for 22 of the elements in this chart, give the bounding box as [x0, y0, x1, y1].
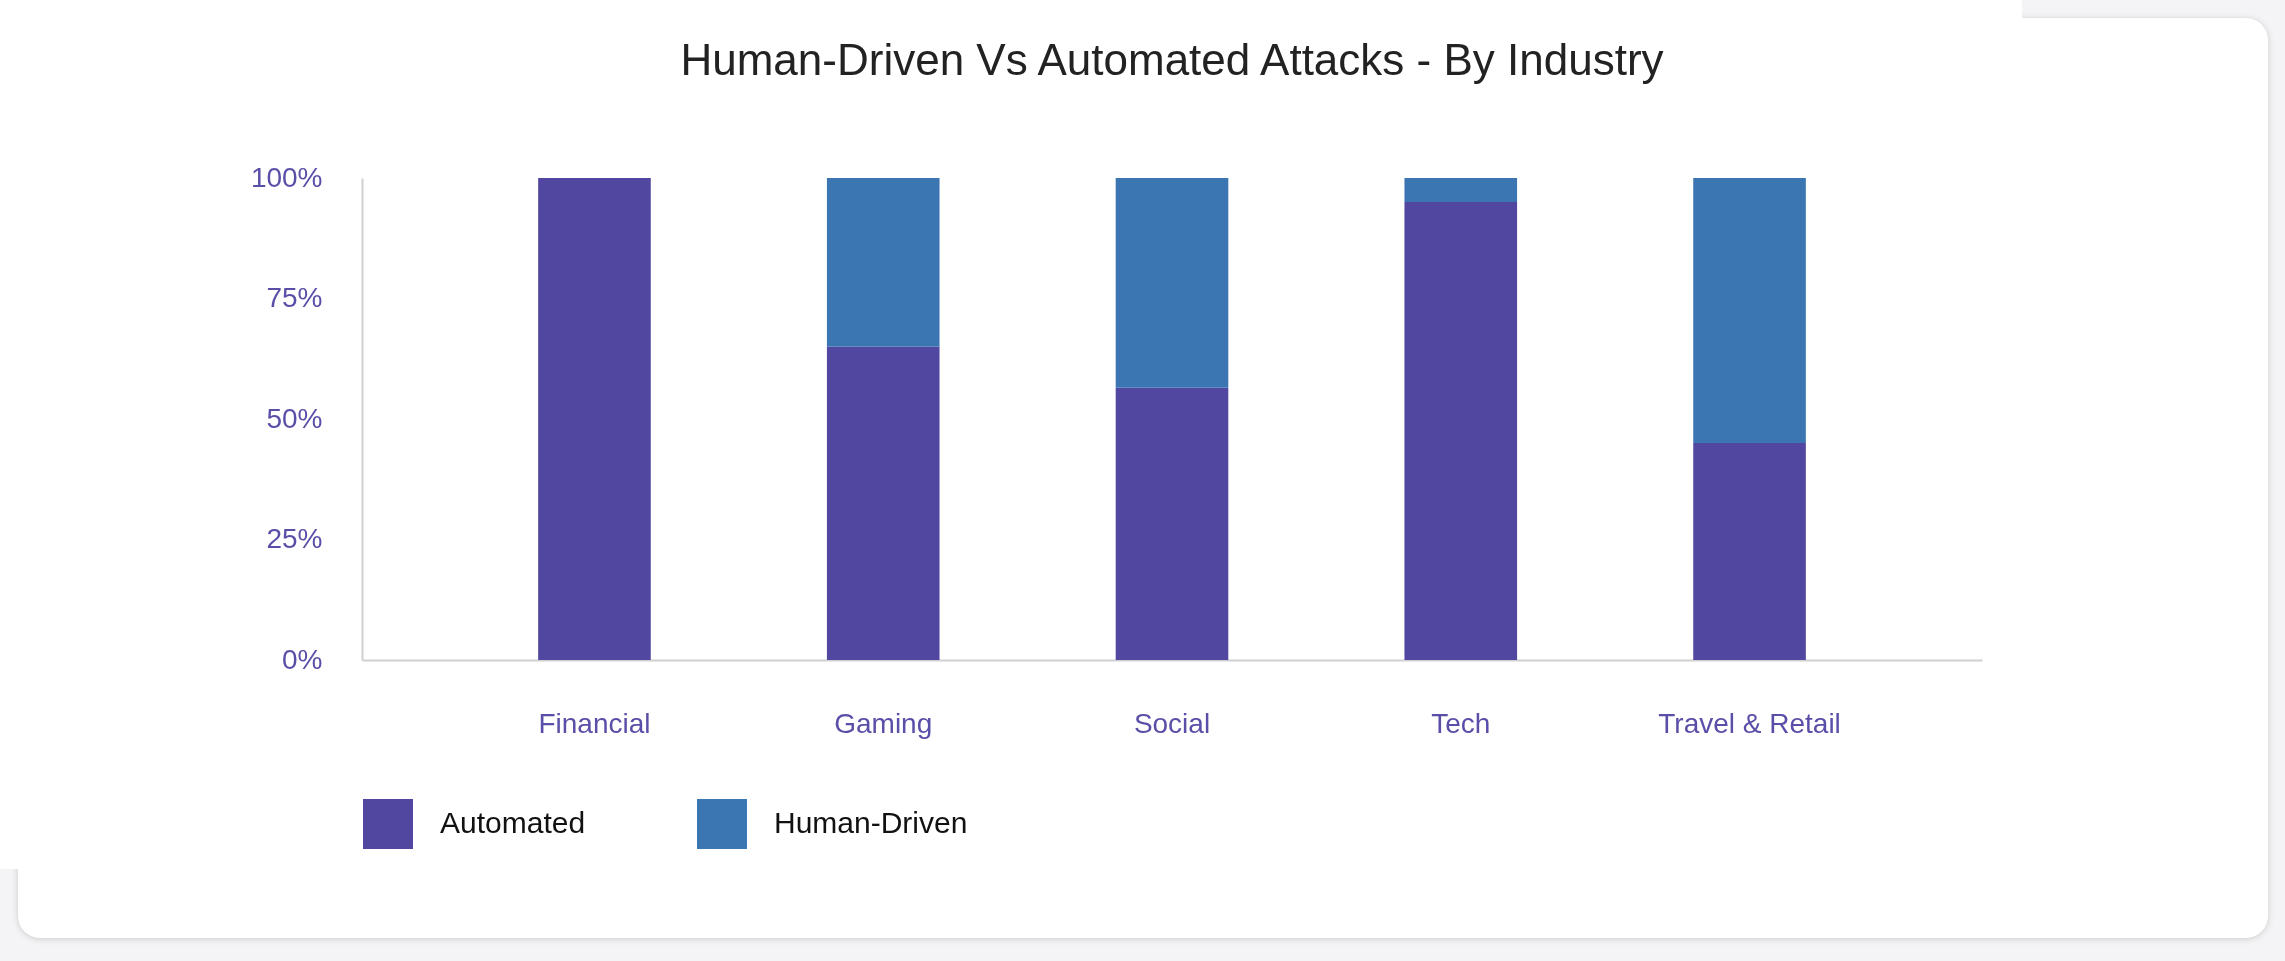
y-tick-label: 75%	[266, 282, 323, 313]
x-tick-label: Tech	[1431, 707, 1491, 739]
x-tick-label: Gaming	[834, 707, 933, 739]
y-tick-label: 0%	[282, 643, 323, 675]
bar	[1404, 202, 1518, 660]
bar	[1404, 178, 1518, 203]
y-tick-label: 100%	[250, 161, 323, 193]
bar	[826, 178, 940, 347]
bar	[1115, 387, 1229, 660]
chart-title: Human-Driven Vs Automated Attacks - By Industry	[680, 35, 1664, 84]
legend-label: Human-Driven	[774, 806, 968, 839]
y-tick-label: 25%	[266, 523, 323, 554]
legend-label: Automated	[440, 806, 586, 839]
bar	[1115, 178, 1229, 388]
x-tick-label: Financial	[538, 707, 651, 739]
y-tick-label: 50%	[266, 402, 323, 434]
bar	[826, 346, 940, 660]
bar	[538, 178, 651, 660]
x-tick-label: Travel & Retail	[1658, 707, 1841, 739]
x-tick-label: Social	[1133, 707, 1211, 739]
bar	[1693, 443, 1806, 660]
bar	[1693, 178, 1806, 444]
